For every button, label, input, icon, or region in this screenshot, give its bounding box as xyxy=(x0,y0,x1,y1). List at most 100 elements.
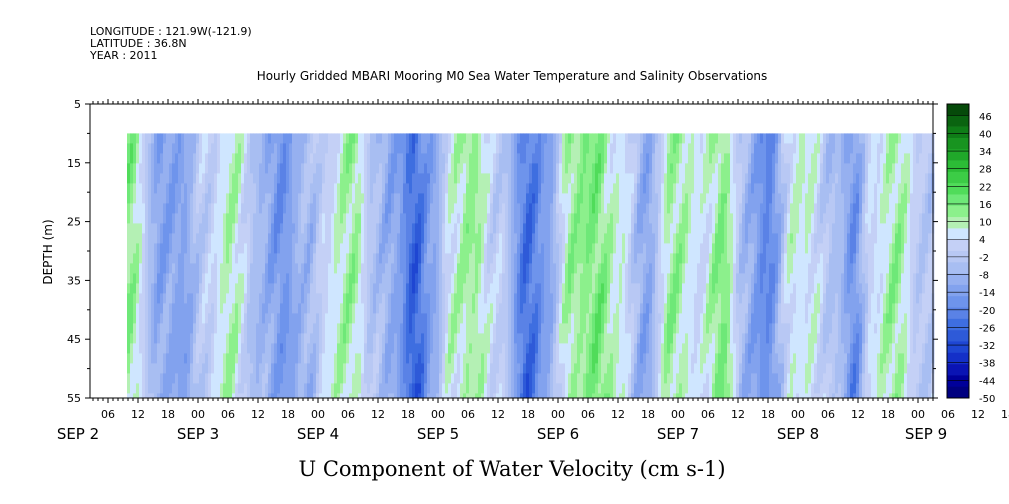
heat-cell xyxy=(619,143,623,154)
heat-cell xyxy=(628,223,632,234)
heat-cell xyxy=(583,343,587,354)
heat-cell xyxy=(592,183,596,194)
heat-cell xyxy=(250,203,254,214)
heat-cell xyxy=(493,303,497,314)
heat-cell xyxy=(436,343,440,354)
heat-cell xyxy=(397,393,401,399)
heat-cell xyxy=(325,313,329,324)
heat-cell xyxy=(415,353,419,364)
heat-cell xyxy=(676,343,680,354)
heat-cell xyxy=(262,213,266,224)
heat-cell xyxy=(583,213,587,224)
heat-cell xyxy=(184,213,188,224)
heat-cell xyxy=(589,343,593,354)
heat-cell xyxy=(625,183,629,194)
heat-cell xyxy=(172,173,176,184)
heat-cell xyxy=(430,353,434,364)
heat-cell xyxy=(475,303,479,314)
heat-cell xyxy=(658,293,662,304)
heat-cell xyxy=(649,163,653,174)
heat-cell xyxy=(508,203,512,214)
heat-cell xyxy=(598,173,602,184)
heat-cell xyxy=(628,133,632,144)
heat-cell xyxy=(442,313,446,324)
heat-cell xyxy=(211,143,215,154)
heat-cell xyxy=(136,173,140,184)
heat-cell xyxy=(463,263,467,274)
heat-cell xyxy=(331,143,335,154)
heat-cell xyxy=(562,153,566,164)
heat-cell xyxy=(571,223,575,234)
heat-cell xyxy=(277,373,281,384)
heat-cell xyxy=(364,393,368,399)
heat-cell xyxy=(142,243,146,254)
heat-cell xyxy=(394,163,398,174)
heat-cell xyxy=(673,333,677,344)
heat-cell xyxy=(451,283,455,294)
heat-cell xyxy=(556,163,560,174)
heat-cell xyxy=(484,253,488,264)
heat-cell xyxy=(595,393,599,399)
heat-cell xyxy=(517,343,521,354)
heat-cell xyxy=(175,183,179,194)
heat-cell xyxy=(328,303,332,314)
heat-cell xyxy=(355,153,359,164)
heat-cell xyxy=(490,173,494,184)
heat-cell xyxy=(523,173,527,184)
heat-cell xyxy=(196,313,200,324)
heat-cell xyxy=(394,173,398,184)
heat-cell xyxy=(253,153,257,164)
heat-cell xyxy=(481,203,485,214)
heat-cell xyxy=(361,273,365,284)
heat-cell xyxy=(484,213,488,224)
heat-cell xyxy=(517,213,521,224)
heat-cell xyxy=(637,273,641,284)
heat-cell xyxy=(388,133,392,144)
heat-cell xyxy=(421,263,425,274)
heat-cell xyxy=(418,173,422,184)
heat-cell xyxy=(232,363,236,374)
heat-cell xyxy=(538,213,542,224)
heat-cell xyxy=(142,133,146,144)
heat-cell xyxy=(460,333,464,344)
heat-cell xyxy=(499,363,503,374)
heat-cell xyxy=(355,363,359,374)
heat-cell xyxy=(139,263,143,274)
heat-cell xyxy=(415,303,419,314)
heat-cell xyxy=(217,183,221,194)
heat-cell xyxy=(586,243,590,254)
heat-cell xyxy=(217,213,221,224)
heat-cell xyxy=(460,313,464,324)
heat-cell xyxy=(472,233,476,244)
heat-cell xyxy=(307,223,311,234)
heat-cell xyxy=(625,223,629,234)
heat-cell xyxy=(553,163,557,174)
heat-cell xyxy=(514,263,518,274)
heat-cell xyxy=(439,293,443,304)
heat-cell xyxy=(310,153,314,164)
heat-cell xyxy=(595,263,599,274)
heat-cell xyxy=(211,173,215,184)
heat-cell xyxy=(196,143,200,154)
heat-cell xyxy=(322,163,326,174)
heat-cell xyxy=(394,253,398,264)
heat-cell xyxy=(460,133,464,144)
heat-cell xyxy=(241,203,245,214)
heat-cell xyxy=(373,273,377,284)
heat-cell xyxy=(415,133,419,144)
heat-cell xyxy=(373,373,377,384)
heat-cell xyxy=(274,183,278,194)
heat-cell xyxy=(565,163,569,174)
heat-cell xyxy=(547,383,551,394)
heat-cell xyxy=(559,213,563,224)
heat-cell xyxy=(310,333,314,344)
heat-cell xyxy=(145,193,149,204)
heat-cell xyxy=(637,313,641,324)
heat-cell xyxy=(319,393,323,399)
heat-cell xyxy=(481,363,485,374)
heat-cell xyxy=(268,373,272,384)
heat-cell xyxy=(409,183,413,194)
heat-cell xyxy=(604,213,608,224)
heat-cell xyxy=(583,253,587,264)
heat-cell xyxy=(274,133,278,144)
